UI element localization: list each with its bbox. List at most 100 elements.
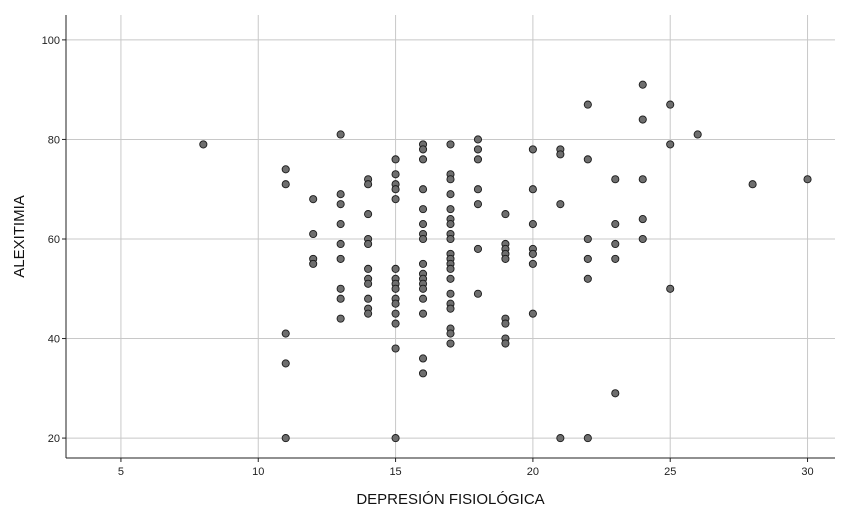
data-point bbox=[638, 115, 647, 124]
data-point bbox=[391, 284, 400, 293]
data-point bbox=[446, 264, 455, 273]
data-point bbox=[528, 185, 537, 194]
data-point bbox=[501, 254, 510, 263]
data-point bbox=[666, 100, 675, 109]
data-point bbox=[611, 389, 620, 398]
data-point bbox=[391, 309, 400, 318]
x-tick-label: 5 bbox=[118, 466, 124, 478]
data-point bbox=[418, 234, 428, 244]
data-point bbox=[446, 140, 455, 149]
data-point bbox=[391, 319, 400, 328]
data-point bbox=[309, 259, 318, 268]
data-point bbox=[281, 359, 290, 368]
data-point bbox=[501, 339, 510, 348]
data-point bbox=[336, 294, 345, 303]
x-tick-labels: 5 10 15 20 25 30 bbox=[118, 466, 814, 478]
data-point bbox=[281, 165, 290, 174]
data-point bbox=[418, 259, 428, 268]
data-point bbox=[446, 339, 455, 348]
data-point bbox=[309, 229, 318, 239]
data-point bbox=[528, 309, 537, 318]
data-point bbox=[281, 434, 290, 443]
data-point bbox=[281, 180, 290, 189]
data-point bbox=[336, 220, 345, 229]
data-point bbox=[583, 254, 592, 263]
data-point bbox=[364, 279, 373, 288]
data-point bbox=[583, 100, 592, 109]
data-point bbox=[473, 200, 483, 209]
data-points bbox=[199, 80, 812, 443]
data-point bbox=[418, 284, 428, 293]
data-point bbox=[638, 80, 647, 89]
data-point bbox=[391, 185, 400, 194]
y-tick-label: 100 bbox=[42, 35, 60, 47]
data-point bbox=[336, 314, 345, 323]
data-point bbox=[336, 190, 345, 199]
data-point bbox=[556, 200, 565, 209]
x-tick-label: 25 bbox=[664, 466, 676, 478]
x-tick-label: 10 bbox=[252, 466, 264, 478]
data-point bbox=[666, 284, 675, 293]
data-point bbox=[336, 130, 345, 139]
data-point bbox=[803, 175, 812, 184]
x-tick-label: 30 bbox=[801, 466, 813, 478]
data-point bbox=[611, 220, 620, 229]
data-point bbox=[446, 329, 455, 338]
data-point bbox=[418, 155, 428, 164]
y-tick-labels: 20 40 60 80 100 bbox=[42, 35, 60, 445]
data-point bbox=[583, 274, 592, 283]
data-point bbox=[611, 175, 620, 184]
data-point bbox=[418, 309, 428, 318]
data-point bbox=[748, 180, 757, 189]
data-point bbox=[446, 190, 455, 199]
data-point bbox=[391, 170, 400, 179]
data-point bbox=[391, 299, 400, 308]
data-point bbox=[528, 145, 537, 154]
data-point bbox=[611, 239, 620, 249]
data-point bbox=[364, 239, 373, 249]
data-point bbox=[556, 434, 565, 443]
data-point bbox=[391, 264, 400, 273]
data-point bbox=[611, 254, 620, 263]
data-point bbox=[446, 304, 455, 313]
data-point bbox=[391, 155, 400, 164]
axes bbox=[62, 15, 835, 462]
data-point bbox=[473, 244, 483, 253]
x-tick-label: 15 bbox=[389, 466, 401, 478]
data-point bbox=[391, 434, 400, 443]
data-point bbox=[418, 354, 428, 363]
data-point bbox=[391, 195, 400, 204]
x-tick-label: 20 bbox=[527, 466, 539, 478]
data-point bbox=[446, 205, 455, 214]
data-point bbox=[364, 294, 373, 303]
data-point bbox=[638, 215, 647, 224]
data-point bbox=[556, 150, 565, 159]
data-point bbox=[364, 180, 373, 189]
data-point bbox=[418, 205, 428, 214]
data-point bbox=[501, 319, 510, 328]
data-point bbox=[638, 234, 647, 244]
data-point bbox=[418, 145, 428, 154]
data-point bbox=[446, 220, 455, 229]
y-axis-title: ALEXITIMIA bbox=[11, 195, 28, 278]
data-point bbox=[501, 210, 510, 219]
data-point bbox=[446, 289, 455, 298]
y-tick-label: 40 bbox=[48, 334, 60, 346]
data-point bbox=[666, 140, 675, 149]
data-point bbox=[418, 369, 428, 378]
data-point bbox=[364, 264, 373, 273]
y-tick-label: 20 bbox=[48, 433, 60, 445]
data-point bbox=[446, 234, 455, 244]
data-point bbox=[638, 175, 647, 184]
data-point bbox=[473, 289, 483, 298]
data-point bbox=[418, 220, 428, 229]
data-point bbox=[473, 155, 483, 164]
data-point bbox=[528, 249, 537, 258]
data-point bbox=[446, 274, 455, 283]
data-point bbox=[583, 155, 592, 164]
data-point bbox=[418, 294, 428, 303]
data-point bbox=[336, 200, 345, 209]
data-point bbox=[583, 234, 592, 244]
x-axis-title: DEPRESIÓN FISIOLÓGICA bbox=[356, 491, 544, 508]
